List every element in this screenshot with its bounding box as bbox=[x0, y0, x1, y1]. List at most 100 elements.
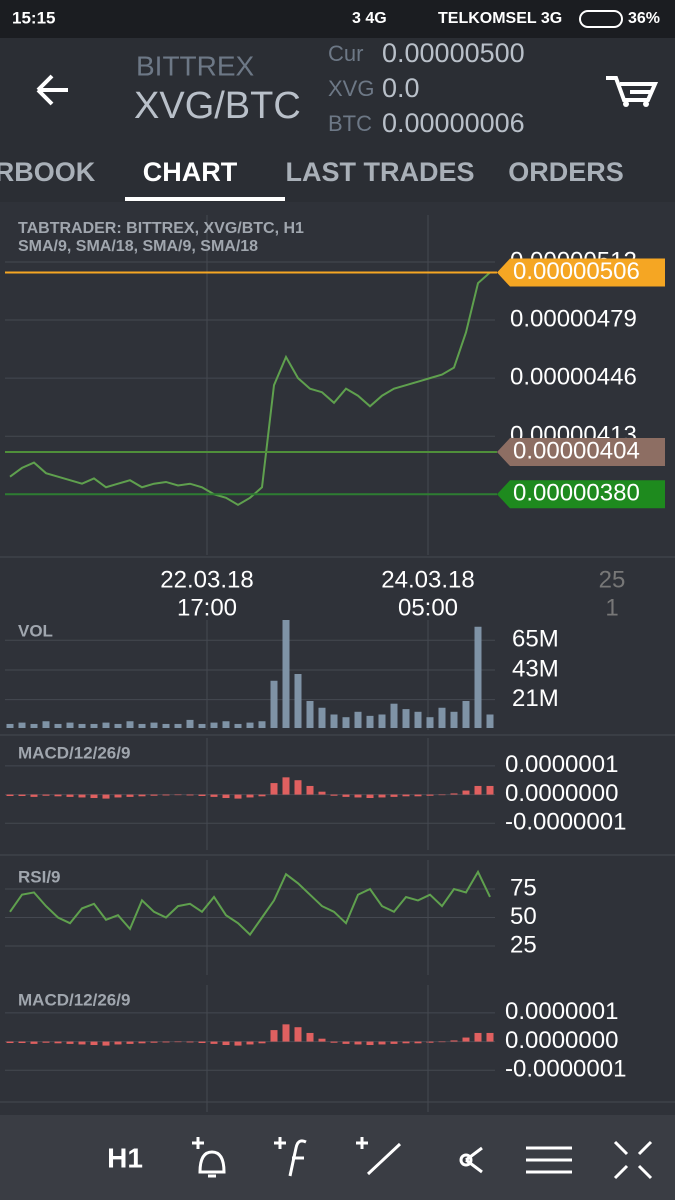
bar bbox=[402, 1041, 410, 1044]
bar bbox=[186, 1041, 194, 1043]
bar bbox=[66, 722, 74, 728]
bar bbox=[186, 794, 194, 796]
share-button[interactable] bbox=[459, 1153, 473, 1167]
y-tick-label: 0.00000446 bbox=[510, 363, 637, 390]
y-tick-label: 0.00000479 bbox=[510, 305, 637, 332]
back-button[interactable] bbox=[36, 74, 68, 106]
stat-label: Cur bbox=[328, 41, 363, 66]
bar bbox=[318, 707, 326, 728]
panel-title: VOL bbox=[18, 621, 53, 640]
bar bbox=[246, 794, 254, 798]
tab[interactable]: CHART bbox=[143, 157, 238, 187]
bar bbox=[174, 794, 182, 796]
tab[interactable]: ORDERS bbox=[508, 157, 624, 187]
bar bbox=[282, 777, 290, 795]
bar bbox=[462, 701, 470, 728]
line bbox=[9, 869, 491, 937]
bar bbox=[366, 794, 374, 799]
x-label-date: 25 bbox=[599, 566, 626, 593]
bar bbox=[18, 1041, 26, 1044]
bar bbox=[450, 1040, 458, 1042]
bar bbox=[294, 1027, 302, 1042]
settings-button[interactable] bbox=[526, 1146, 572, 1174]
tab[interactable]: LAST TRADES bbox=[286, 157, 475, 187]
bar bbox=[210, 722, 218, 728]
exchange: BITTREX bbox=[136, 50, 255, 81]
y-tick-label: -0.0000001 bbox=[505, 1056, 626, 1083]
stat-label: XVG bbox=[328, 76, 374, 101]
y-tick-label: 0.0000000 bbox=[505, 780, 618, 807]
bar bbox=[198, 723, 206, 728]
bar bbox=[234, 723, 242, 728]
indicator-button[interactable] bbox=[274, 1137, 307, 1177]
y-tick-label: 0.0000001 bbox=[505, 751, 618, 778]
bar bbox=[78, 723, 86, 728]
cart-wheel bbox=[643, 101, 649, 107]
alert-button[interactable] bbox=[192, 1137, 226, 1178]
y-tick-label: 65M bbox=[512, 626, 559, 653]
y-tick-label: 0.0000000 bbox=[505, 1027, 618, 1054]
bar bbox=[150, 722, 158, 728]
bar bbox=[462, 790, 470, 795]
bar bbox=[378, 794, 386, 798]
bar bbox=[450, 711, 458, 728]
timeframe-button[interactable]: H1 bbox=[107, 1142, 143, 1173]
bar bbox=[330, 714, 338, 728]
bar bbox=[18, 722, 26, 728]
bar bbox=[342, 717, 350, 728]
bar bbox=[294, 780, 302, 795]
bar bbox=[150, 794, 158, 796]
bar bbox=[486, 1032, 494, 1042]
fullscreen-button[interactable] bbox=[613, 1140, 653, 1180]
stat-value: 0.0 bbox=[382, 73, 420, 103]
draw-button[interactable] bbox=[356, 1137, 402, 1176]
bar bbox=[486, 785, 494, 795]
panel-title: MACD/12/26/9 bbox=[18, 990, 130, 1009]
toolbar-bg bbox=[0, 1115, 675, 1200]
bar bbox=[66, 794, 74, 797]
bar bbox=[390, 794, 398, 797]
bar bbox=[210, 794, 218, 797]
tab[interactable]: RBOOK bbox=[0, 157, 96, 187]
bar bbox=[330, 1041, 338, 1043]
bar bbox=[366, 715, 374, 728]
bar bbox=[222, 794, 230, 799]
bar bbox=[66, 1041, 74, 1044]
bar bbox=[6, 1041, 14, 1044]
bar bbox=[102, 794, 110, 799]
bar bbox=[6, 723, 14, 728]
y-tick-label: 50 bbox=[510, 903, 537, 930]
y-tick-label: -0.0000001 bbox=[505, 809, 626, 836]
bar bbox=[234, 1041, 242, 1046]
chart-title: TABTRADER: BITTREX, XVG/BTC, H1 bbox=[18, 220, 304, 237]
tab-indicator bbox=[125, 197, 285, 201]
y-tick-label: 75 bbox=[510, 874, 537, 901]
bar bbox=[414, 794, 422, 797]
x-label-time: 17:00 bbox=[177, 594, 237, 621]
bar bbox=[378, 714, 386, 728]
bar bbox=[306, 785, 314, 795]
bar bbox=[198, 794, 206, 797]
bar bbox=[390, 703, 398, 728]
bar bbox=[234, 794, 242, 799]
cart-button[interactable] bbox=[606, 76, 659, 102]
chart-bg bbox=[0, 205, 675, 1115]
bar bbox=[366, 1041, 374, 1046]
toggle-icon bbox=[579, 10, 623, 28]
stat-label: BTC bbox=[328, 111, 372, 136]
price-tag-label: 0.00000404 bbox=[513, 437, 640, 464]
bar bbox=[90, 1041, 98, 1046]
bar bbox=[318, 1038, 326, 1042]
panel-title: RSI/9 bbox=[18, 867, 61, 886]
price-tag-label: 0.00000380 bbox=[513, 480, 640, 507]
bar bbox=[30, 1041, 38, 1044]
bar bbox=[354, 711, 362, 728]
bar bbox=[114, 723, 122, 728]
bar bbox=[162, 794, 170, 796]
bar bbox=[258, 721, 266, 728]
y-tick-label: 43M bbox=[512, 655, 559, 682]
bar bbox=[258, 794, 266, 797]
bar bbox=[438, 794, 446, 796]
